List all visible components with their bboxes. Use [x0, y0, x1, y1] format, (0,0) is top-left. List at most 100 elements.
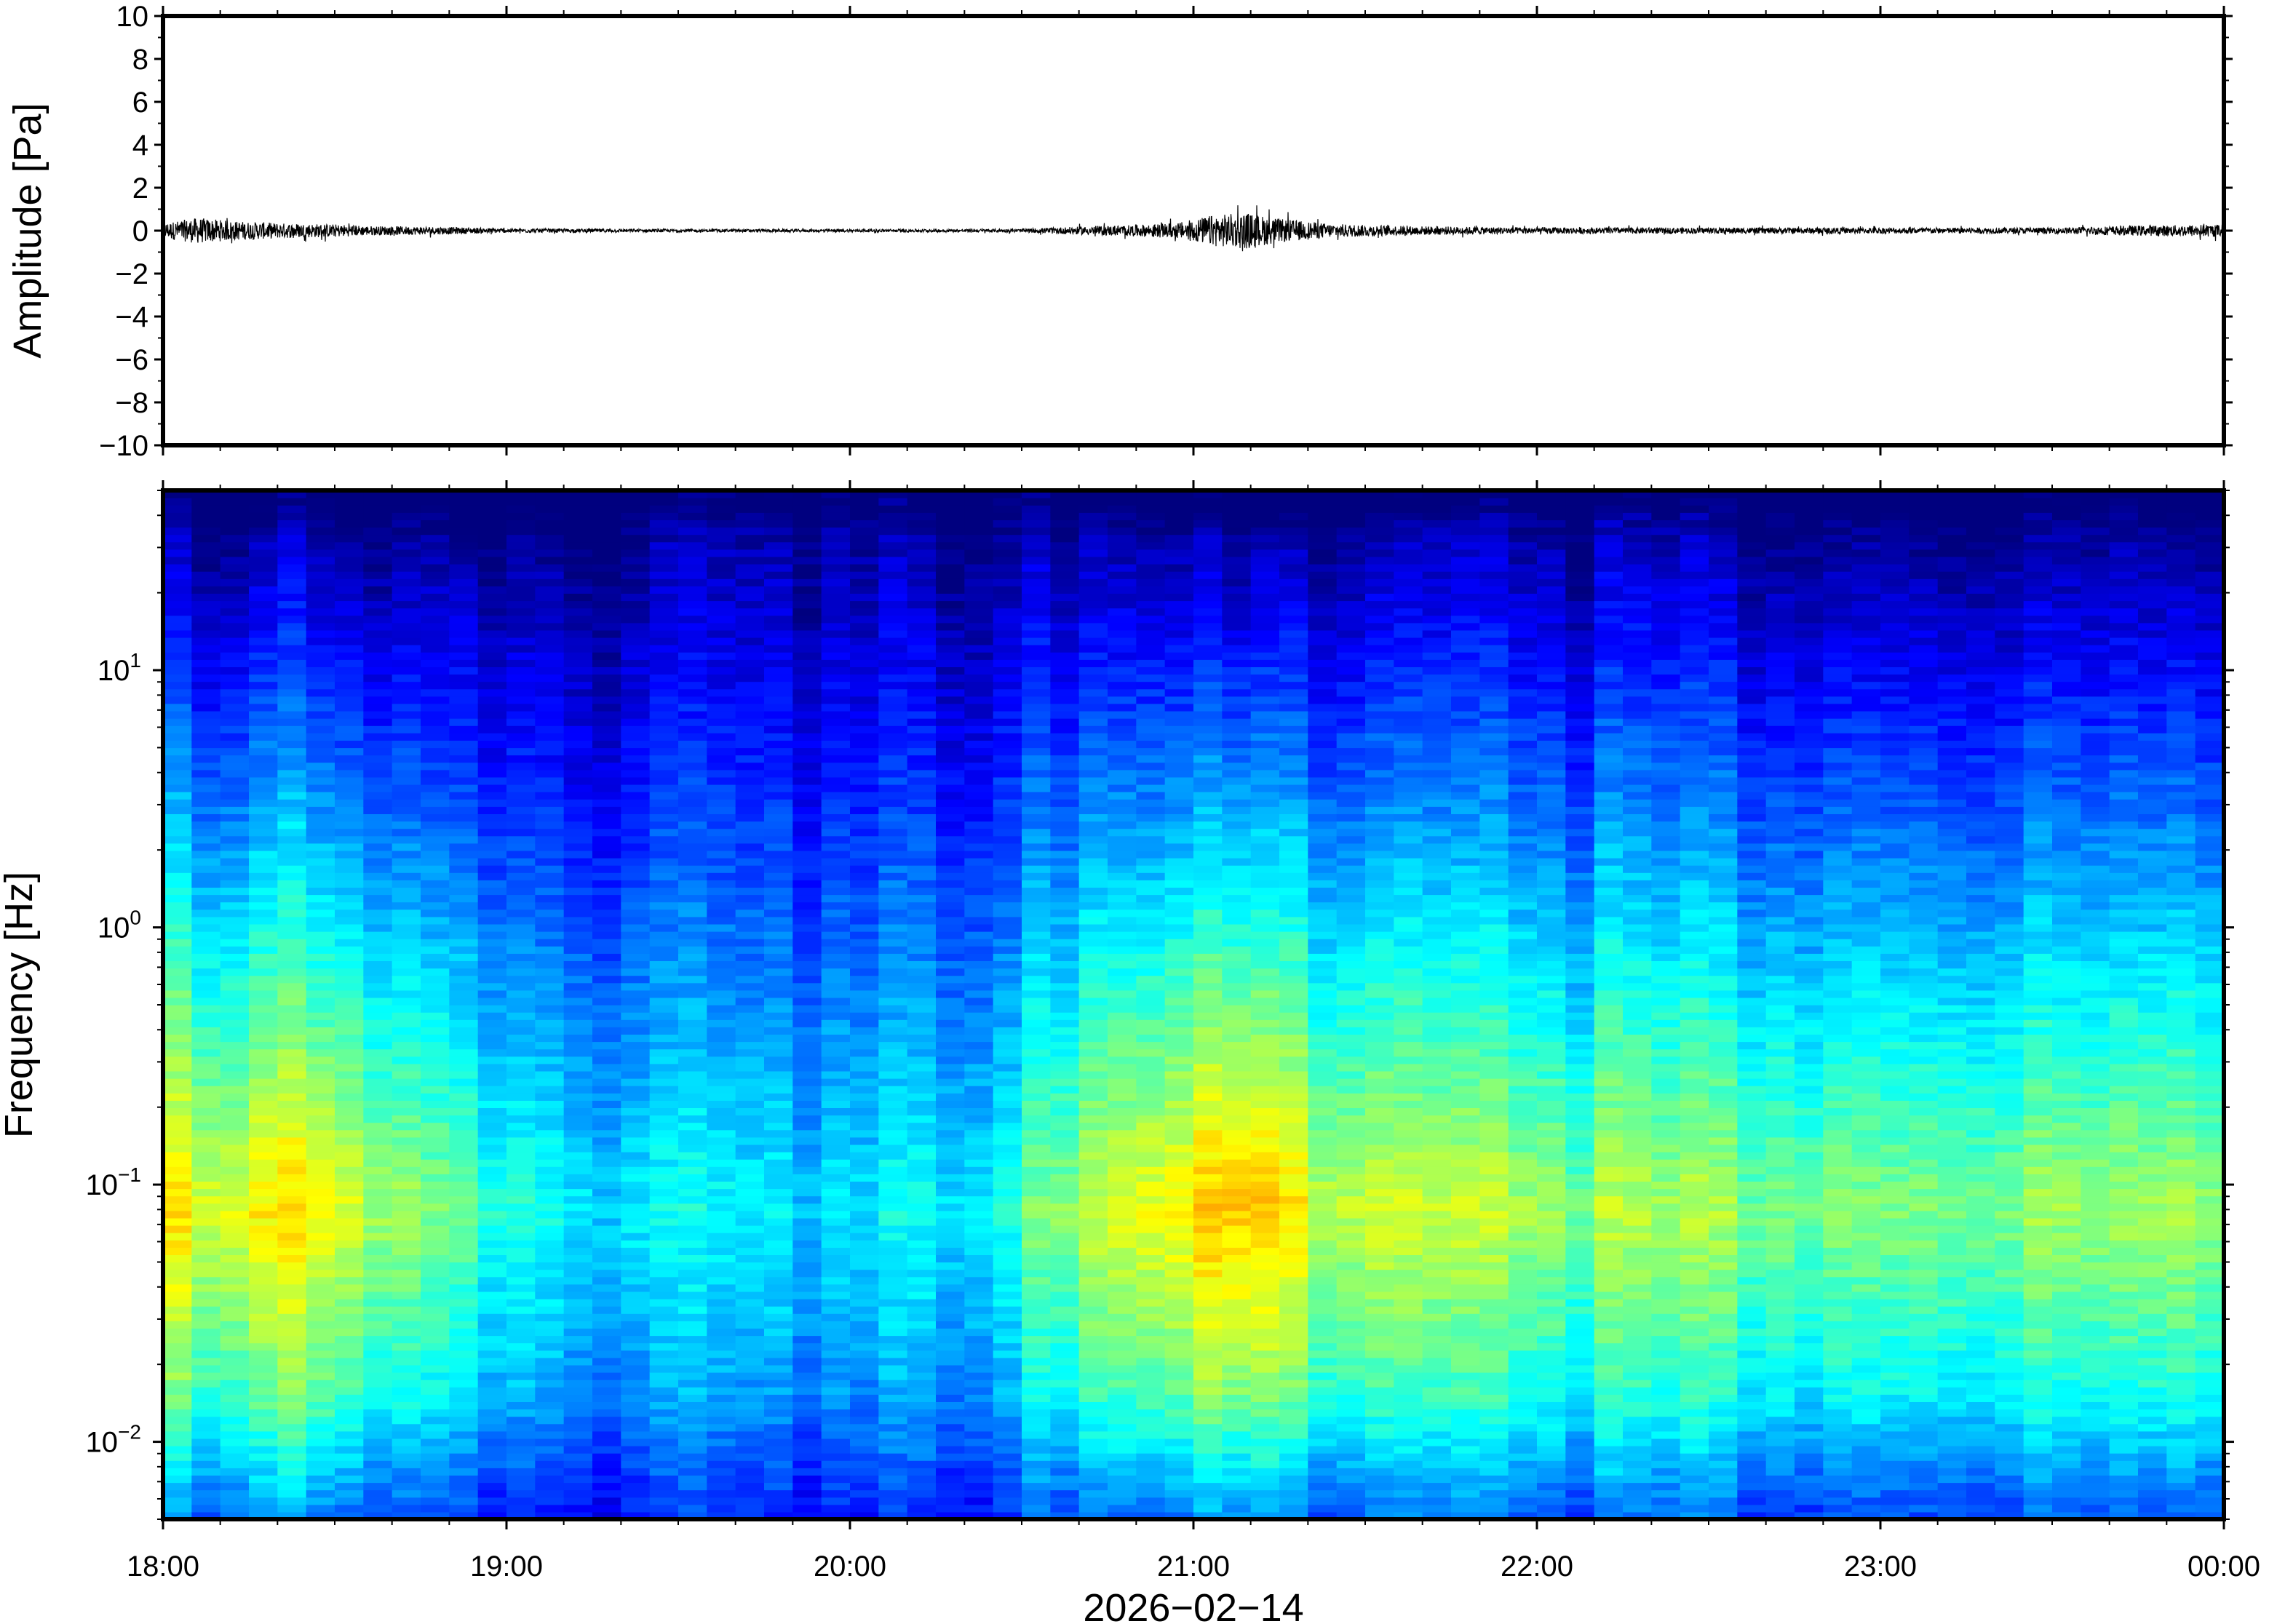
spectrogram-cell	[649, 681, 679, 690]
spectrogram-cell	[191, 755, 221, 763]
spectrogram-cell	[592, 1240, 621, 1248]
spectrogram-cell	[220, 1115, 250, 1123]
spectrogram-cell	[621, 740, 651, 749]
spectrogram-cell	[506, 520, 536, 528]
spectrogram-cell	[735, 1144, 765, 1153]
spectrogram-cell	[335, 718, 364, 726]
spectrogram-cell	[792, 711, 822, 719]
spectrogram-cell	[993, 1233, 1022, 1241]
spectrogram-cell	[1078, 1342, 1108, 1351]
spectrogram-cell	[764, 688, 793, 697]
spectrogram-cell	[678, 1195, 707, 1204]
spectrogram-cell	[678, 858, 707, 866]
spectrogram-cell	[936, 615, 965, 624]
spectrogram-cell	[1022, 821, 1051, 829]
spectrogram-cell	[220, 923, 250, 932]
spectrogram-cell	[993, 769, 1022, 778]
spectrogram-cell	[850, 769, 879, 778]
spectrogram-cell	[535, 534, 565, 543]
spectrogram-cell	[563, 674, 593, 682]
spectrogram-cell	[1108, 681, 1137, 690]
spectrogram-cell	[191, 541, 221, 550]
spectrogram-cell	[1108, 586, 1137, 594]
spectrogram-cell	[220, 725, 250, 733]
spectrogram-cell	[707, 1387, 736, 1395]
spectrogram-cell	[363, 1100, 393, 1108]
spectrogram-cell	[1136, 858, 1166, 866]
spectrogram-cell	[563, 512, 593, 520]
spectrogram-cell	[563, 718, 593, 726]
spectrogram-cell	[878, 990, 908, 998]
spectrogram-cell	[249, 1078, 278, 1086]
spectrogram-cell	[936, 740, 965, 749]
spectrogram-cell	[277, 490, 307, 498]
spectrogram-cell	[821, 733, 851, 741]
spectrogram-cell	[449, 931, 479, 939]
spectrogram-cell	[535, 1460, 565, 1468]
spectrogram-cell	[1078, 1181, 1108, 1190]
spectrogram-cell	[621, 828, 651, 837]
spectrogram-cell	[306, 1247, 335, 1255]
spectrogram-cell	[649, 1107, 679, 1116]
spectrogram-cell	[678, 901, 707, 910]
spectrogram-cell	[306, 1100, 335, 1108]
spectrogram-cell	[735, 718, 765, 726]
spectrogram-cell	[306, 968, 335, 976]
spectrogram-cell	[1050, 571, 1080, 579]
spectrogram-cell	[964, 637, 994, 645]
spectrogram-cell	[220, 1005, 250, 1013]
spectrogram-cell	[592, 600, 621, 609]
spectrogram-cell	[649, 725, 679, 733]
spectrogram-cell	[335, 1276, 364, 1285]
spectrogram-cell	[535, 1070, 565, 1079]
spectrogram-cell	[649, 1217, 679, 1226]
spectrogram-cell	[1022, 1027, 1051, 1035]
spectrogram-cell	[764, 850, 793, 859]
spectrogram-cell	[1108, 916, 1137, 925]
spectrogram-cell	[850, 990, 879, 998]
spectrogram-cell	[993, 1453, 1022, 1461]
spectrogram-cell	[1022, 1107, 1051, 1116]
spectrogram-cell	[421, 1335, 450, 1344]
spectrogram-cell	[220, 564, 250, 572]
spectrogram-cell	[392, 1468, 421, 1476]
spectrogram-cell	[1136, 1468, 1166, 1476]
spectrogram-cell	[421, 490, 450, 498]
spectrogram-cell	[449, 1328, 479, 1337]
spectrogram-cell	[792, 556, 822, 565]
spectrogram-cell	[506, 505, 536, 513]
spectrogram-cell	[477, 1041, 507, 1050]
spectrogram-cell	[363, 1210, 393, 1219]
spectrogram-cell	[163, 1086, 192, 1094]
spectrogram-cell	[191, 578, 221, 586]
spectrogram-cell	[1022, 1070, 1051, 1079]
spectrogram-cell	[249, 556, 278, 565]
spectrogram-cell	[306, 1233, 335, 1241]
spectrogram-cell	[563, 490, 593, 498]
spectrogram-cell	[678, 578, 707, 586]
spectrogram-cell	[1108, 1269, 1137, 1278]
spectrogram-cell	[850, 931, 879, 939]
spectrogram-cell	[277, 681, 307, 690]
spectrogram-cell	[249, 975, 278, 984]
spectrogram-cell	[878, 1335, 908, 1344]
spectrogram-cell	[363, 872, 393, 880]
spectrogram-cell	[535, 718, 565, 726]
spectrogram-cell	[621, 850, 651, 859]
spectrogram-cell	[1050, 1129, 1080, 1138]
spectrogram-cell	[592, 688, 621, 697]
spectrogram-cell	[821, 1203, 851, 1211]
spectrogram-cell	[621, 1283, 651, 1292]
spectrogram-cell	[1078, 1122, 1108, 1131]
spectrogram-cell	[163, 968, 192, 976]
spectrogram-cell	[477, 880, 507, 888]
spectrogram-cell	[392, 1174, 421, 1182]
spectrogram-cell	[878, 1269, 908, 1278]
spectrogram-cell	[649, 865, 679, 873]
spectrogram-cell	[1022, 1306, 1051, 1314]
spectrogram-cell	[993, 887, 1022, 896]
spectrogram-cell	[563, 1152, 593, 1160]
spectrogram-cell	[363, 799, 393, 807]
spectrogram-cell	[363, 747, 393, 756]
spectrogram-cell	[306, 835, 335, 844]
